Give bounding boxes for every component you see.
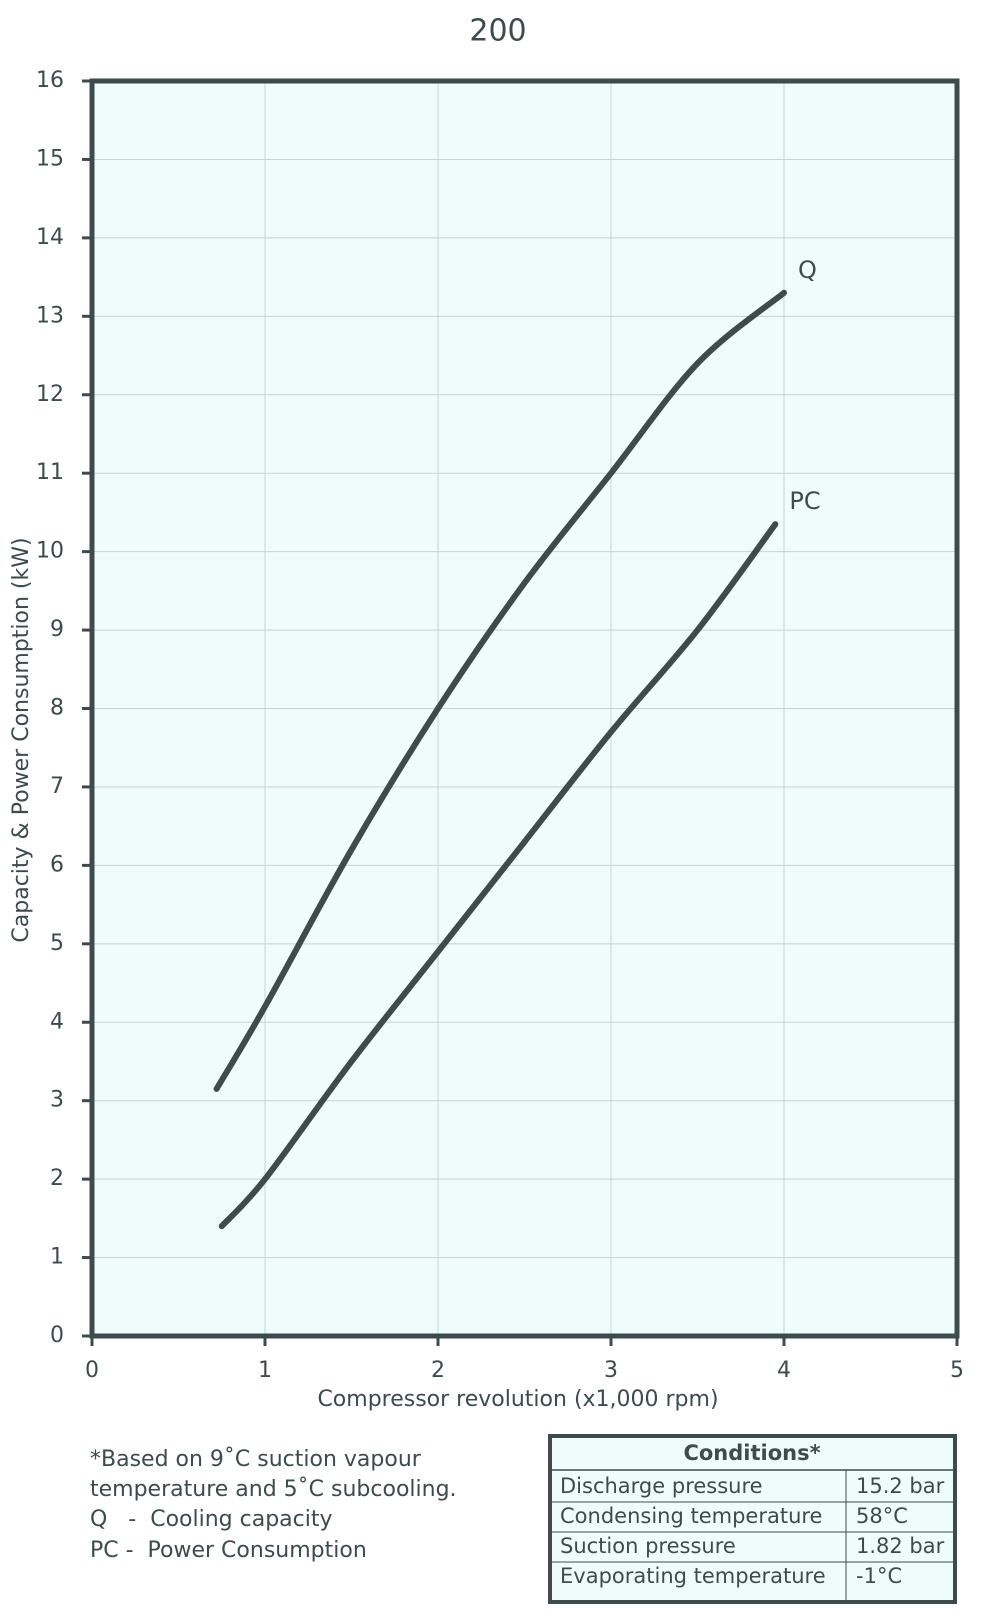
chart-title: 200 [469,14,526,49]
x-axis-label: Compressor revolution (x1,000 rpm) [317,1387,718,1412]
table-title: Conditions* [683,1441,820,1465]
line-series [213,289,787,1092]
y-tick-label: 0 [50,1323,64,1348]
y-tick-label: 2 [50,1166,64,1191]
y-tick-label: 6 [50,852,64,877]
y-tick-label: 3 [50,1088,64,1113]
y-tick-label: 8 [50,696,64,721]
y-tick-label: 7 [50,774,64,799]
table-cell: 58°C [856,1504,908,1528]
y-tick-label: 14 [36,225,64,250]
y-tick-label: 4 [50,1009,64,1034]
table-cell: Suction pressure [560,1534,736,1558]
y-tick-label: 5 [50,931,64,956]
y-tick-label: 15 [36,146,64,171]
table-cell: 1.82 bar [856,1534,945,1558]
x-tick-label: 3 [604,1358,618,1383]
conditions-table: Conditions* [548,1434,957,1604]
y-tick-label: 1 [50,1245,64,1270]
note: temperature and 5˚C subcooling. [90,1477,457,1502]
note: PC - Power Consumption [90,1538,367,1563]
series-label: Q [798,256,817,284]
table-cell: Condensing temperature [560,1504,822,1528]
note: Q - Cooling capacity [90,1507,333,1532]
y-axis-label: Capacity & Power Consumption (kW) [9,537,34,942]
y-tick-label: 13 [36,303,64,328]
x-tick-label: 2 [431,1358,445,1383]
series-label: PC [789,487,820,515]
table-cell: -1°C [856,1564,902,1588]
y-tick-label: 16 [36,68,64,93]
plot-border [89,78,960,1339]
y-tick-label: 11 [36,460,64,485]
table-cell: Discharge pressure [560,1474,763,1498]
y-tick-label: 10 [36,539,64,564]
line-series [218,521,779,1230]
x-tick-label: 1 [258,1358,272,1383]
y-tick-label: 9 [50,617,64,642]
table-cell: Evaporating temperature [560,1564,826,1588]
x-tick-label: 5 [950,1358,964,1383]
x-tick-label: 0 [85,1358,99,1383]
table-cell: 15.2 bar [856,1474,945,1498]
y-tick-label: 12 [36,382,64,407]
table-border [548,1434,957,1604]
x-tick-label: 4 [777,1358,791,1383]
note: *Based on 9˚C suction vapour [90,1447,422,1472]
